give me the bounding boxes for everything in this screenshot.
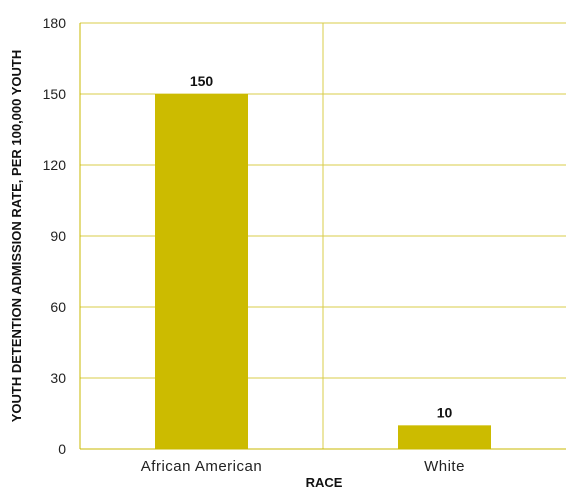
bar-white	[398, 425, 491, 449]
axes	[79, 23, 566, 450]
y-axis-title: YOUTH DETENTION ADMISSION RATE, PER 100,…	[9, 50, 24, 423]
data-label-african-american: 150	[190, 73, 214, 89]
y-tick-label-60: 60	[50, 299, 66, 315]
data-label-white: 10	[437, 404, 453, 420]
y-tick-label-90: 90	[50, 228, 66, 244]
gridlines	[80, 22, 566, 449]
x-tick-label-african-american: African American	[141, 458, 262, 475]
y-tick-label-150: 150	[43, 86, 67, 102]
y-tick-label-120: 120	[43, 157, 67, 173]
y-tick-label-30: 30	[50, 370, 66, 386]
x-tick-label-white: White	[424, 458, 465, 475]
bar-african-american	[155, 94, 248, 449]
y-tick-label-180: 180	[43, 15, 67, 31]
y-tick-label-0: 0	[58, 441, 66, 457]
bars	[155, 94, 491, 449]
x-axis-title: RACE	[306, 475, 343, 490]
labels: 0 30 60 90 120 150 180 150 African American 10 Whi…	[43, 15, 465, 475]
